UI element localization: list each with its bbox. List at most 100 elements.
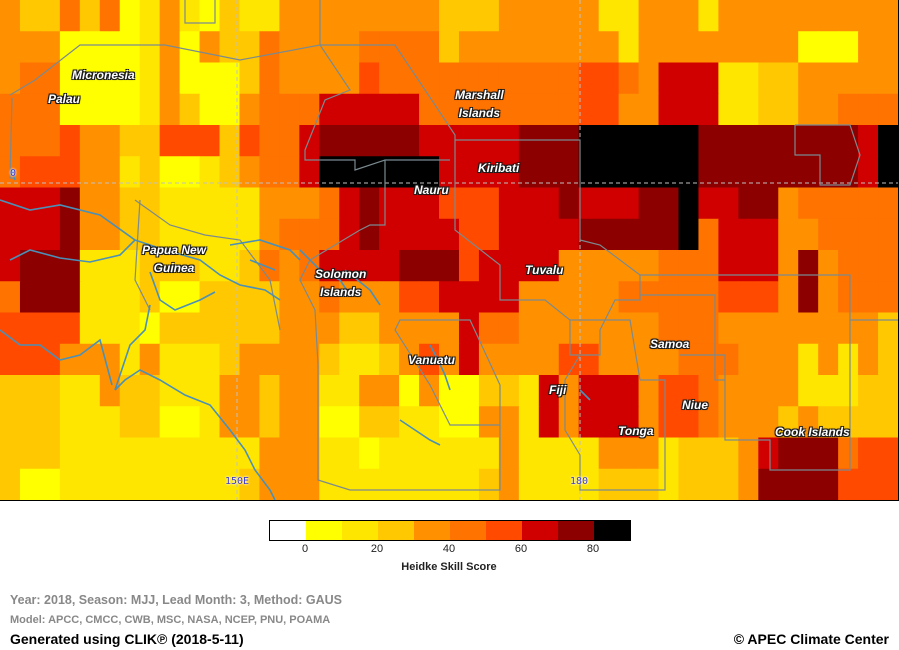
skill-cell: [439, 437, 460, 470]
skill-cell: [858, 0, 879, 32]
skill-cell: [558, 31, 580, 64]
skill-cell: [558, 312, 580, 345]
skill-cell: [718, 62, 739, 95]
skill-cell: [279, 0, 300, 32]
skill-cell: [878, 375, 898, 407]
skill-cell: [798, 62, 819, 95]
skill-cell: [618, 156, 640, 189]
skill-cell: [259, 62, 280, 95]
skill-cell: [478, 437, 500, 470]
coast-palau: [11, 169, 16, 181]
skill-cell: [119, 187, 141, 220]
coast-australia: [114, 304, 276, 500]
skill-cell: [199, 62, 221, 95]
skill-cell: [618, 62, 640, 95]
skill-cell: [878, 31, 898, 64]
skill-cell: [359, 125, 380, 157]
skill-cell: [219, 187, 241, 220]
skill-cell: [439, 62, 460, 95]
skill-cell: [0, 250, 21, 282]
skill-cell: [478, 218, 500, 251]
lon-180-label: 180: [570, 476, 589, 487]
skill-cell: [558, 343, 580, 376]
skill-cell: [778, 312, 799, 345]
skill-cell: [498, 218, 520, 251]
skill-cell: [379, 468, 400, 500]
coast-new-guinea: [0, 199, 281, 301]
skill-cell: [698, 437, 719, 470]
colorbar-swatch: [270, 521, 306, 540]
skill-cell: [99, 375, 121, 407]
skill-cell: [419, 93, 440, 126]
skill-cell: [99, 218, 121, 251]
skill-cell: [259, 31, 280, 64]
skill-cell: [818, 312, 839, 345]
skill-cell: [299, 125, 320, 157]
skill-cell: [339, 406, 360, 439]
skill-cell: [658, 187, 680, 220]
skill-cell: [678, 31, 700, 64]
skill-cell: [638, 218, 660, 251]
skill-cell: [279, 218, 300, 251]
boundary-line: [794, 124, 861, 186]
skill-cell: [598, 250, 620, 282]
skill-cell: [219, 62, 241, 95]
skill-cell: [199, 250, 221, 282]
skill-cell: [838, 156, 859, 189]
skill-cell: [359, 281, 380, 314]
skill-cell: [678, 312, 700, 345]
skill-cell: [478, 281, 500, 314]
skill-cell: [458, 468, 480, 500]
skill-cell: [59, 281, 81, 314]
skill-cell: [199, 375, 221, 407]
skill-cell: [778, 468, 799, 500]
skill-cell: [19, 93, 41, 126]
skill-cell: [618, 31, 640, 64]
skill-cell: [159, 31, 181, 64]
skill-cell: [758, 62, 779, 95]
skill-cell: [458, 31, 480, 64]
skill-cell: [79, 218, 101, 251]
skill-cell: [858, 343, 879, 376]
skill-cell: [618, 93, 640, 126]
skill-cell: [339, 187, 360, 220]
skill-cell: [79, 343, 101, 376]
skill-cell: [798, 343, 819, 376]
skill-cell: [379, 156, 400, 189]
skill-cell: [698, 406, 719, 439]
skill-cell: [99, 281, 121, 314]
skill-cell: [179, 281, 201, 314]
skill-cell: [439, 93, 460, 126]
skill-cell: [758, 0, 779, 32]
colorbar-tick: 80: [586, 543, 600, 555]
skill-cell: [878, 187, 898, 220]
skill-cell: [0, 468, 21, 500]
skill-cell: [838, 312, 859, 345]
skill-cell: [718, 375, 739, 407]
skill-cell: [818, 437, 839, 470]
place-label-micronesia: Micronesia: [72, 68, 135, 82]
colorbar-swatch: [378, 521, 414, 540]
skill-cell: [818, 281, 839, 314]
skill-cell: [379, 218, 400, 251]
skill-cell: [758, 468, 779, 500]
skill-cell: [878, 312, 898, 345]
skill-cell: [259, 0, 280, 32]
skill-cell: [79, 468, 101, 500]
skill-cell: [219, 281, 241, 314]
skill-cell: [39, 343, 61, 376]
skill-cell: [39, 468, 61, 500]
skill-cell: [159, 437, 181, 470]
skill-cell: [738, 281, 759, 314]
skill-cell: [458, 218, 480, 251]
skill-cell: [179, 0, 201, 32]
skill-cell: [59, 156, 81, 189]
skill-cell: [558, 218, 580, 251]
skill-cell: [299, 0, 320, 32]
skill-cell: [798, 250, 819, 282]
skill-cell: [159, 406, 181, 439]
skill-cell: [698, 31, 719, 64]
skill-cell: [359, 468, 380, 500]
skill-cell: [698, 375, 719, 407]
skill-cell: [478, 343, 500, 376]
